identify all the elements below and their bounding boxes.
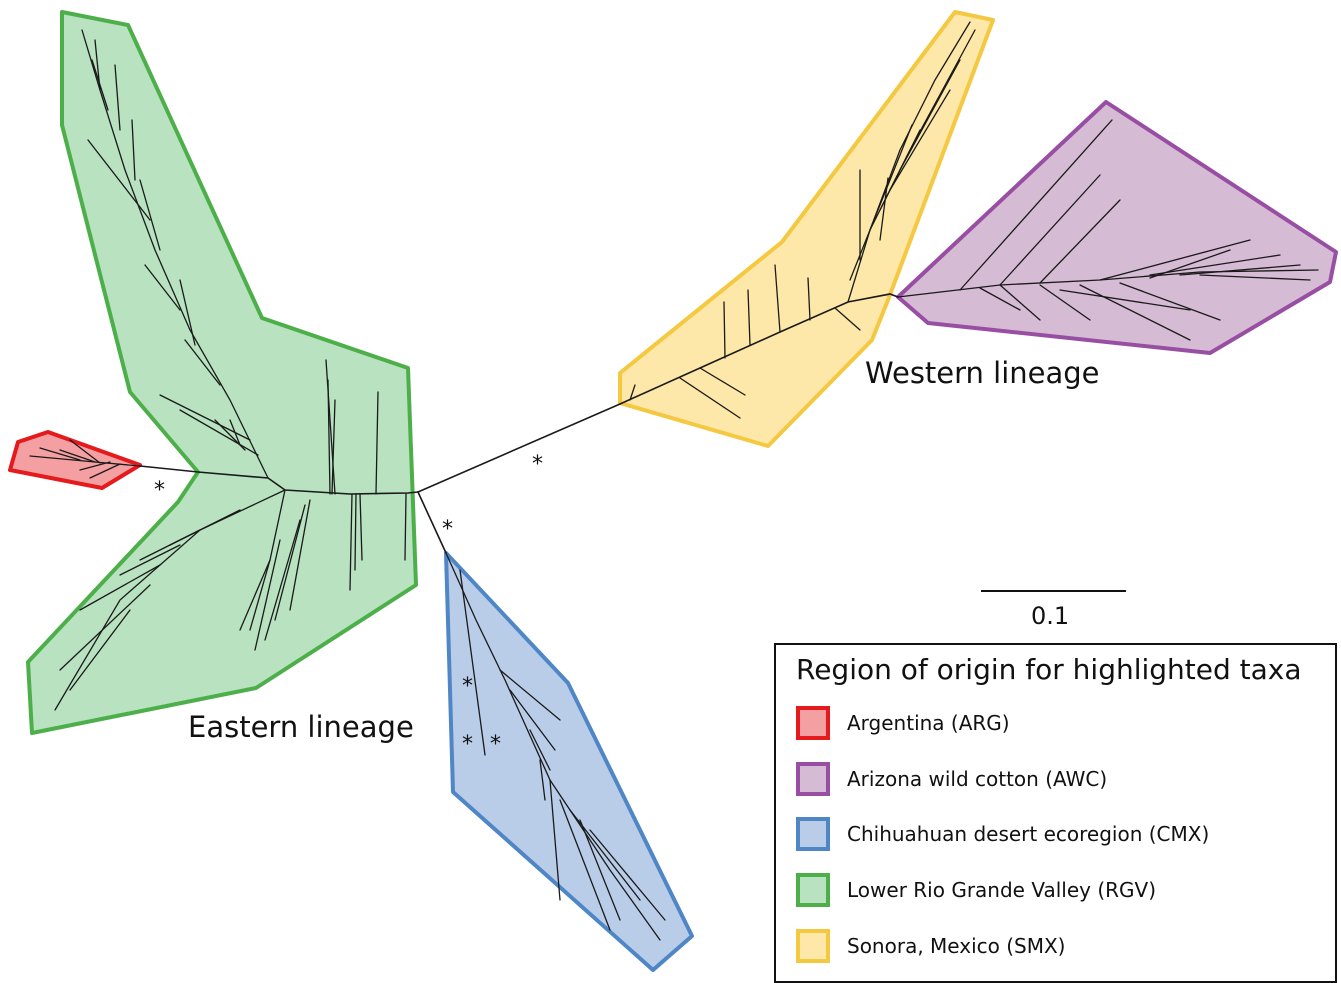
support-markers: * * * * * *: [154, 452, 543, 757]
legend-swatch-arg: [796, 706, 830, 740]
cmx-region-hull: [444, 551, 694, 972]
cmx-branches: [445, 552, 666, 941]
legend-swatch-rgv: [796, 873, 830, 907]
awc-branches: [897, 119, 1319, 341]
support-marker-western: *: [532, 452, 543, 477]
legend-label-cmx: Chihuahuan desert ecoregion (CMX): [847, 822, 1210, 846]
scale-bar-label: 0.1: [1031, 602, 1070, 630]
legend-title: Region of origin for highlighted taxa: [796, 653, 1302, 686]
smx-region-hull: [618, 10, 995, 448]
legend-label-rgv: Lower Rio Grande Valley (RGV): [847, 878, 1157, 902]
legend-swatch-cmx: [796, 817, 830, 851]
smx-branches: [629, 21, 976, 419]
awc-region-hull: [896, 100, 1338, 355]
support-marker-cmx-inner-1: *: [462, 674, 473, 699]
legend-swatch-awc: [796, 762, 830, 796]
rgv-branches: [54, 29, 407, 711]
support-marker-cmx-inner-3: *: [490, 732, 501, 757]
eastern-lineage-label: Eastern lineage: [188, 710, 414, 744]
arg-branches: [29, 439, 141, 479]
support-marker-arg: *: [154, 478, 165, 503]
support-marker-cmx: *: [442, 517, 453, 542]
western-lineage-label: Western lineage: [865, 356, 1100, 390]
legend: Region of origin for highlighted taxa Ar…: [774, 643, 1337, 983]
legend-label-arg: Argentina (ARG): [847, 711, 1010, 735]
legend-swatch-smx: [796, 929, 830, 963]
legend-label-smx: Sonora, Mexico (SMX): [847, 934, 1066, 958]
support-marker-cmx-inner-2: *: [462, 732, 473, 757]
legend-label-awc: Arizona wild cotton (AWC): [847, 767, 1108, 791]
rgv-region-hull: [26, 10, 418, 735]
